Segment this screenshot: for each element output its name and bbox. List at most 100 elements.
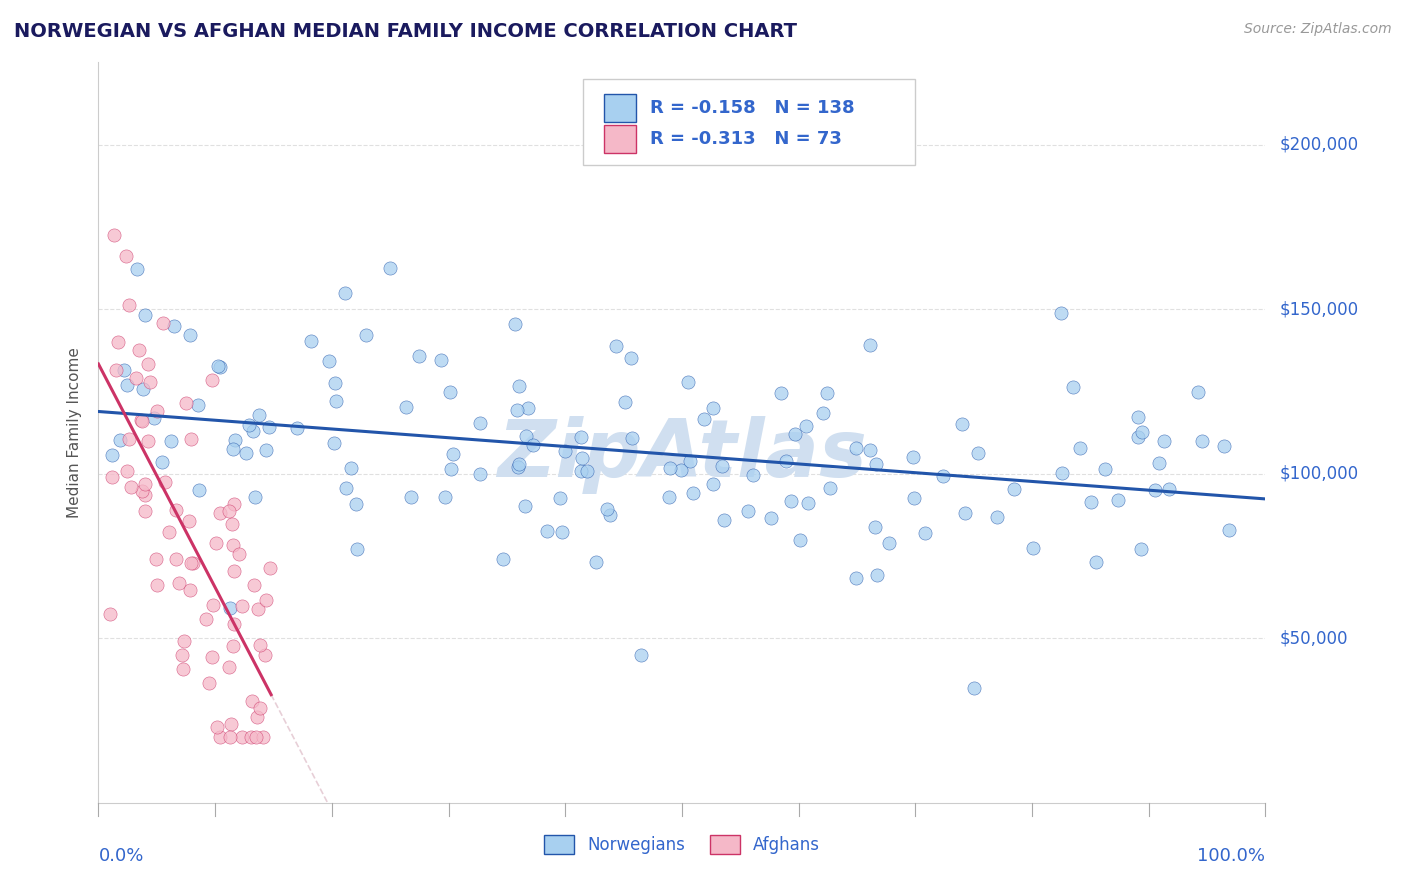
Point	[879, 536, 901, 550]
Point	[254, 442, 277, 457]
Point	[1022, 541, 1045, 555]
Point	[153, 475, 176, 489]
Point	[605, 339, 627, 353]
Point	[242, 425, 264, 439]
Point	[693, 411, 716, 425]
Point	[335, 285, 357, 300]
Point	[1153, 434, 1175, 448]
Point	[775, 454, 797, 468]
Point	[1050, 306, 1073, 320]
Point	[516, 401, 538, 415]
Point	[299, 334, 322, 348]
Point	[737, 504, 759, 518]
Point	[813, 406, 835, 420]
Point	[682, 486, 704, 500]
Point	[620, 431, 643, 445]
Point	[112, 363, 135, 377]
Point	[224, 434, 246, 448]
Point	[134, 476, 156, 491]
Point	[207, 359, 229, 374]
Point	[259, 560, 281, 574]
Point	[131, 414, 153, 428]
Text: R = -0.313   N = 73: R = -0.313 N = 73	[651, 129, 842, 148]
Point	[169, 576, 191, 591]
Point	[160, 434, 183, 449]
Point	[231, 599, 253, 613]
Point	[221, 717, 243, 731]
Point	[1107, 493, 1129, 508]
Point	[346, 541, 368, 556]
Point	[713, 513, 735, 527]
Point	[240, 694, 263, 708]
Point	[492, 552, 515, 566]
Point	[344, 497, 367, 511]
Point	[571, 450, 593, 465]
Point	[257, 419, 280, 434]
Point	[536, 524, 558, 538]
Point	[145, 552, 167, 566]
Point	[1129, 542, 1152, 557]
Point	[118, 298, 141, 312]
Point	[198, 676, 221, 690]
Point	[1080, 495, 1102, 509]
Point	[254, 592, 277, 607]
Point	[434, 490, 457, 504]
Point	[323, 436, 346, 450]
Point	[741, 468, 763, 483]
Point	[596, 501, 619, 516]
Point	[658, 490, 681, 504]
Point	[702, 477, 724, 491]
Point	[129, 413, 152, 427]
Point	[1187, 385, 1209, 400]
Point	[180, 432, 202, 446]
Point	[218, 503, 240, 517]
Point	[401, 490, 423, 504]
Point	[239, 730, 262, 744]
Point	[439, 384, 461, 399]
Point	[378, 260, 401, 275]
Point	[222, 616, 245, 631]
Point	[132, 383, 155, 397]
Text: R = -0.158   N = 138: R = -0.158 N = 138	[651, 99, 855, 118]
Point	[165, 551, 187, 566]
Point	[780, 494, 803, 508]
Point	[222, 497, 245, 511]
Point	[599, 508, 621, 522]
Point	[865, 457, 887, 471]
Point	[218, 730, 240, 744]
Point	[188, 483, 211, 498]
Point	[114, 249, 136, 263]
Point	[249, 700, 271, 714]
Point	[318, 354, 340, 368]
Point	[222, 639, 245, 653]
Point	[585, 556, 607, 570]
Point	[110, 434, 132, 448]
Point	[221, 538, 243, 552]
Point	[98, 607, 121, 621]
Point	[143, 410, 166, 425]
Point	[1157, 482, 1180, 496]
Point	[551, 525, 574, 540]
FancyBboxPatch shape	[603, 95, 637, 122]
Point	[508, 379, 530, 393]
Point	[221, 517, 243, 532]
Point	[238, 417, 260, 432]
Point	[1212, 439, 1234, 453]
Point	[253, 648, 276, 662]
Point	[118, 432, 141, 446]
Point	[205, 536, 228, 550]
Point	[630, 648, 652, 662]
Point	[797, 496, 820, 510]
Point	[1094, 462, 1116, 476]
FancyBboxPatch shape	[582, 79, 915, 165]
Point	[441, 447, 464, 461]
Point	[845, 571, 868, 585]
Text: ZipAtlas: ZipAtlas	[496, 416, 868, 494]
Point	[932, 468, 955, 483]
Point	[249, 638, 271, 652]
Point	[508, 457, 530, 471]
Point	[620, 351, 643, 365]
Point	[1218, 523, 1240, 537]
Point	[170, 648, 193, 662]
Point	[138, 376, 160, 390]
